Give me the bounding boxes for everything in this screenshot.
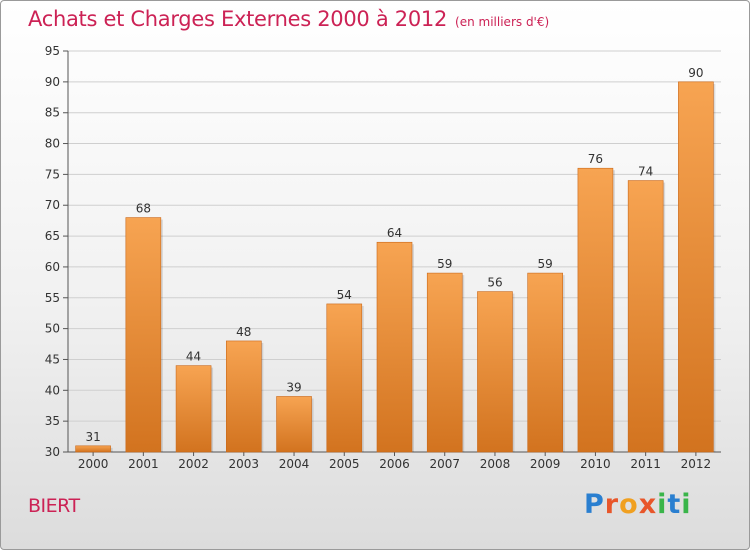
- chart-title: Achats et Charges Externes 2000 à 2012: [28, 7, 448, 31]
- y-tick-label: 35: [45, 414, 60, 428]
- logo-letter: o: [619, 489, 639, 520]
- y-tick-label: 70: [45, 198, 60, 212]
- x-tick-label: 2010: [580, 457, 611, 471]
- logo-letter: x: [638, 489, 658, 520]
- logo-letter: r: [604, 489, 620, 520]
- bar-value-label: 59: [538, 257, 553, 271]
- y-tick-label: 80: [45, 137, 60, 151]
- bar-value-label: 59: [437, 257, 452, 271]
- logo-letter: t: [667, 489, 682, 520]
- x-tick-label: 2000: [78, 457, 109, 471]
- x-tick-label: 2001: [128, 457, 159, 471]
- x-tick-label: 2005: [329, 457, 360, 471]
- x-tick-label: 2006: [379, 457, 410, 471]
- x-tick-label: 2007: [429, 457, 460, 471]
- y-tick-label: 50: [45, 322, 60, 336]
- y-tick-label: 95: [45, 44, 60, 58]
- x-tick-label: 2002: [178, 457, 209, 471]
- y-tick-label: 40: [45, 383, 60, 397]
- bar: [75, 445, 111, 453]
- bar-value-label: 76: [588, 152, 603, 166]
- bar-value-label: 64: [387, 226, 402, 240]
- y-tick-label: 85: [45, 106, 60, 120]
- proxiti-logo: Proxiti: [584, 489, 692, 520]
- chart-subtitle: (en milliers d'€): [455, 15, 550, 29]
- x-tick-label: 2011: [630, 457, 661, 471]
- logo-letter: P: [584, 489, 605, 520]
- x-tick-label: 2009: [530, 457, 561, 471]
- bar: [125, 217, 162, 453]
- bar-value-label: 56: [487, 276, 502, 290]
- bar: [577, 167, 614, 453]
- labels: 31 2000 68 2001 44 2002 48 2003 39 2004 54 2005 64 20…: [78, 66, 711, 471]
- y-tick-label: 90: [45, 75, 60, 89]
- x-tick-label: 2004: [279, 457, 310, 471]
- title-line: Achats et Charges Externes 2000 à 2012 (e…: [28, 7, 549, 31]
- y-tick-label: 75: [45, 167, 60, 181]
- bar-value-label: 48: [236, 325, 251, 339]
- y-tick-label: 30: [45, 445, 60, 459]
- bar: [326, 303, 363, 453]
- bar-value-label: 44: [186, 350, 201, 364]
- bar: [426, 272, 463, 453]
- bar-value-label: 74: [638, 165, 653, 179]
- location-name: BIERT: [28, 495, 80, 517]
- bar-value-label: 68: [136, 202, 151, 216]
- bar-value-label: 31: [85, 430, 100, 444]
- bar: [276, 396, 312, 453]
- bar: [226, 340, 262, 453]
- bar: [627, 180, 664, 453]
- logo-letter: i: [681, 489, 692, 520]
- x-tick-label: 2012: [681, 457, 712, 471]
- bar: [376, 241, 413, 453]
- y-tick-label: 55: [45, 291, 60, 305]
- logo-letter: i: [657, 489, 668, 520]
- y-tick-label: 45: [45, 352, 60, 366]
- bar: [527, 272, 563, 453]
- bar-value-label: 39: [286, 380, 301, 394]
- bar-value-label: 54: [337, 288, 352, 302]
- y-tick-label: 65: [45, 229, 60, 243]
- bars: [75, 81, 716, 453]
- bar-value-label: 90: [688, 66, 703, 80]
- bar: [477, 291, 513, 453]
- y-tick-label: 60: [45, 260, 60, 274]
- x-tick-label: 2008: [480, 457, 511, 471]
- bar: [175, 365, 212, 453]
- x-tick-label: 2003: [229, 457, 260, 471]
- bar: [678, 81, 714, 453]
